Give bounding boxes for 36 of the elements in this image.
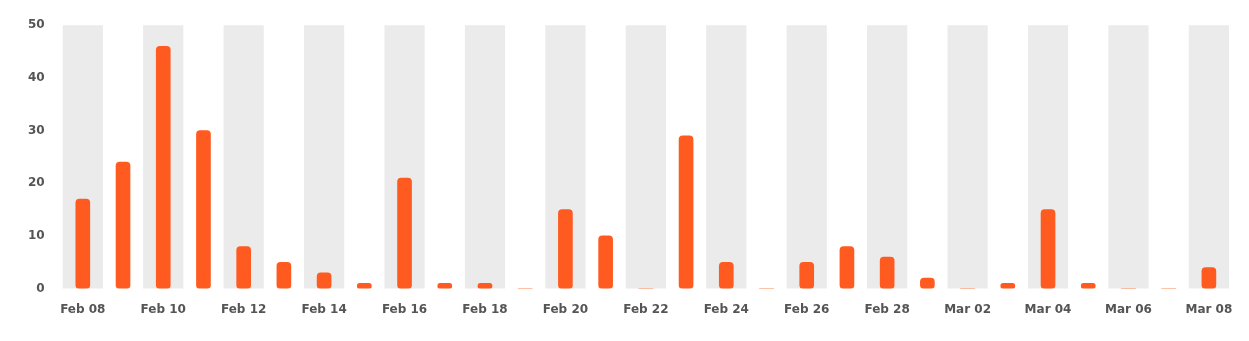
bar — [115, 161, 131, 289]
x-tick-label: Feb 26 — [784, 301, 830, 316]
x-tick-label: Mar 02 — [944, 301, 992, 316]
x-tick-label: Feb 24 — [703, 301, 749, 316]
bar — [678, 135, 694, 289]
bar — [799, 261, 815, 289]
x-tick-label: Feb 16 — [381, 301, 428, 316]
bar — [75, 198, 91, 289]
x-tick-label: Feb 18 — [462, 301, 508, 316]
x-tick-label: Feb 22 — [623, 301, 669, 316]
y-tick-label: 10 — [28, 228, 45, 243]
bar — [1040, 209, 1056, 289]
bar — [839, 246, 855, 289]
bar — [879, 256, 895, 289]
bar — [1201, 267, 1217, 289]
x-tick-label: Feb 20 — [542, 301, 589, 316]
y-tick-label: 40 — [28, 70, 45, 84]
x-tick-label: Feb 10 — [140, 301, 186, 316]
y-tick-label: 50 — [28, 17, 45, 32]
bar — [196, 130, 211, 289]
x-tick-label: Feb 28 — [864, 301, 910, 316]
bar — [276, 261, 292, 289]
bar — [397, 177, 412, 289]
y-tick-label: 20 — [28, 175, 45, 190]
x-tick-label: Feb 08 — [60, 301, 106, 316]
x-tick-label: Mar 06 — [1105, 301, 1152, 316]
x-tick-label: Feb 12 — [221, 301, 267, 316]
y-tick-label: 0 — [36, 280, 45, 295]
y-tick-label: 30 — [28, 122, 45, 137]
bar — [598, 235, 613, 289]
bar — [236, 246, 252, 289]
bar — [718, 261, 734, 289]
bar — [558, 209, 573, 289]
x-tick-label: Mar 04 — [1024, 301, 1072, 316]
x-tick-label: Mar 08 — [1185, 301, 1233, 316]
x-tick-label: Feb 14 — [301, 301, 347, 316]
